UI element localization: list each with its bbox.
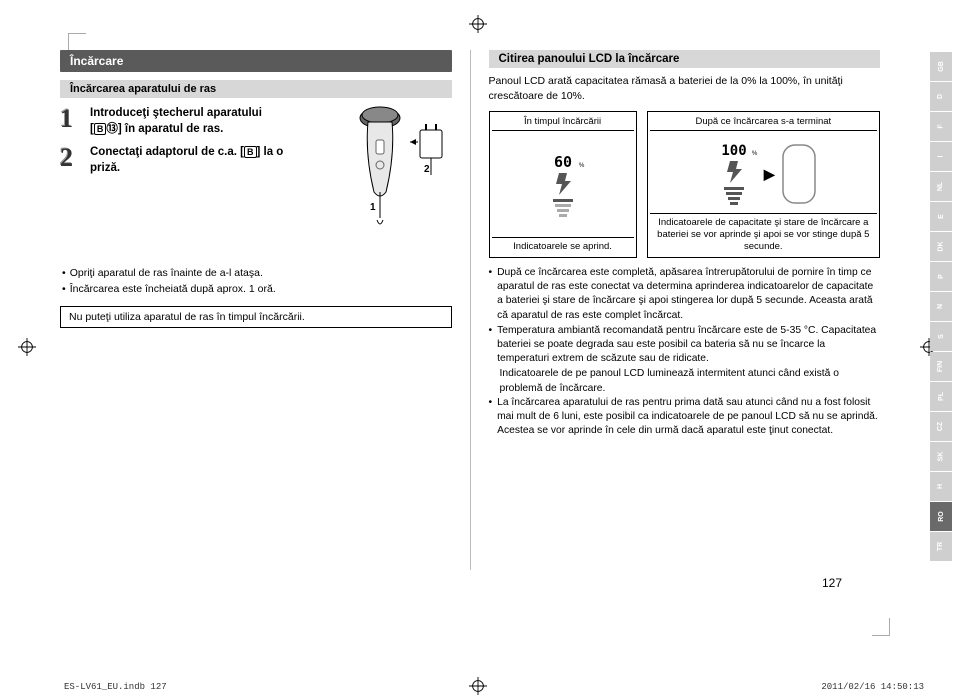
lcd-foot: Indicatoarele de capacitate şi stare de … [650,213,877,253]
section-title-charging: Încărcare [60,50,452,72]
lcd-intro-text: Panoul LCD arată capacitatea rămasă a ba… [489,74,881,103]
lang-tab-h[interactable]: H [930,472,952,501]
notes-list: Opriţi aparatul de ras înainte de a-l at… [60,266,452,298]
lang-tab-tr[interactable]: TR [930,532,952,561]
column-divider [470,50,471,570]
lcd-body: 60 % [492,135,634,237]
right-column: Citirea panoului LCD la încărcare Panoul… [489,50,881,570]
lang-tab-p[interactable]: P [930,262,952,291]
lang-tab-e[interactable]: E [930,202,952,231]
lang-tab-fin[interactable]: FIN [930,352,952,381]
lcd-foot: Indicatoarele se aprind. [492,237,634,253]
note-item: Opriţi aparatul de ras înainte de a-l at… [62,266,452,282]
bullet-item: După ce încărcarea este completă, apăsar… [489,266,881,323]
registration-mark-left [18,338,36,361]
lang-tab-gb[interactable]: GB [930,52,952,81]
lcd-icon-100: 100 % [710,139,758,209]
svg-text:2: 2 [424,164,430,175]
footer-timestamp: 2011/02/16 14:50:13 [821,682,924,692]
note-item: Încărcarea este încheiată după aprox. 1 … [62,282,452,298]
svg-text:1: 1 [370,202,376,213]
step-text: Conectaţi adaptorul de c.a. [B] la o pri… [90,145,283,176]
step-number: 1 [60,106,82,132]
warning-box: Nu puteţi utiliza aparatul de ras în tim… [60,306,452,328]
shaver-illustration: 1 2 [350,100,450,230]
crop-corner-br [872,618,890,636]
lang-tab-s[interactable]: S [930,322,952,351]
lcd-cell-charging: În timpul încărcării 60 % Indicatoarele [489,111,637,258]
lang-tab-i[interactable]: I [930,142,952,171]
registration-mark-top [469,15,487,38]
lang-tab-f[interactable]: F [930,112,952,141]
step-number: 2 [60,145,82,171]
language-tabs: GBDFINLEDKPNSFINPLCZSKHROTR [930,52,952,561]
crop-corner-tl [68,33,86,51]
footer-filename: ES-LV61_EU.indb 127 [64,682,167,692]
svg-text:100: 100 [721,143,746,159]
info-bullets: După ce încărcarea este completă, apăsar… [489,266,881,438]
lang-tab-dk[interactable]: DK [930,232,952,261]
lcd-head: După ce încărcarea s-a terminat [650,116,877,131]
registration-mark-bottom [469,677,487,700]
page-content: Încărcare Încărcarea aparatului de ras 1… [60,50,880,620]
lang-tab-sk[interactable]: SK [930,442,952,471]
section-title-lcd: Citirea panoului LCD la încărcare [489,50,881,68]
lang-tab-pl[interactable]: PL [930,382,952,411]
lang-tab-d[interactable]: D [930,82,952,111]
bullet-continuation: Indicatoarele de pe panoul LCD luminează… [489,367,881,395]
svg-text:%: % [579,163,585,169]
lang-tab-cz[interactable]: CZ [930,412,952,441]
lcd-icon-60: 60 % [539,151,587,221]
lcd-cell-done: După ce încărcarea s-a terminat 100 % ▶ [647,111,880,258]
left-column: Încărcare Încărcarea aparatului de ras 1… [60,50,452,570]
sub-title-shaver-charging: Încărcarea aparatului de ras [60,80,452,98]
arrow-right-icon: ▶ [764,166,775,183]
lcd-head: În timpul încărcării [492,116,634,131]
lcd-body: 100 % ▶ [650,135,877,213]
lang-tab-n[interactable]: N [930,292,952,321]
bullet-item: Temperatura ambiantă recomandată pentru … [489,324,881,367]
step-text: Introduceţi ştecherul aparatului [B⑬] în… [90,106,262,137]
blank-lcd-icon [781,143,817,205]
icon-label-b: B [94,123,107,135]
page-number: 127 [822,576,842,590]
svg-text:%: % [752,151,758,157]
svg-text:60: 60 [554,153,572,171]
icon-label-b: B [244,146,257,158]
lcd-table: În timpul încărcării 60 % Indicatoarele [489,111,881,258]
bullet-item: La încărcarea aparatului de ras pentru p… [489,396,881,439]
lang-tab-nl[interactable]: NL [930,172,952,201]
lang-tab-ro[interactable]: RO [930,502,952,531]
